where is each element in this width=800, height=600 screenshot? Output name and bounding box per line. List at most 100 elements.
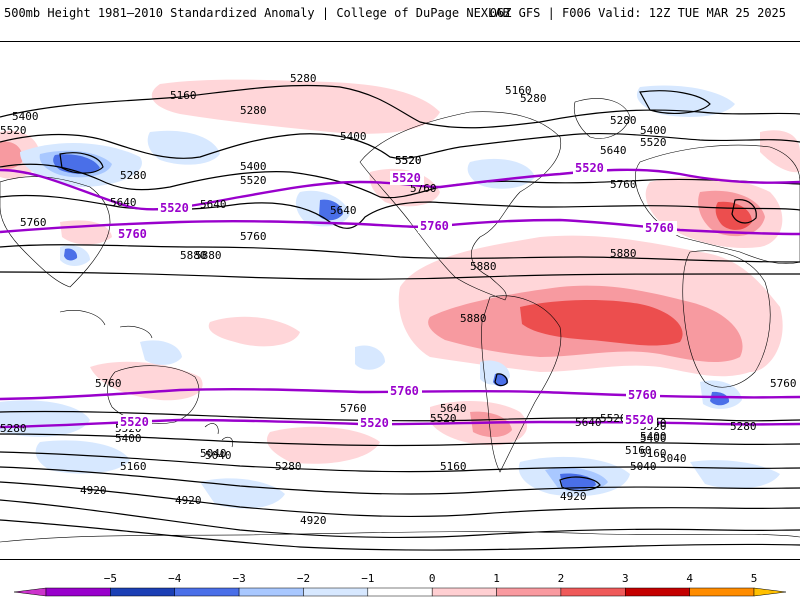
contour-label: 5400	[340, 130, 367, 143]
contour-label: 5760	[770, 377, 797, 390]
contour-label: 5160	[120, 460, 147, 473]
north-america-coast	[359, 111, 562, 301]
colorbar-tick-label: 5	[751, 572, 758, 585]
colorbar-tick-label: −1	[361, 572, 374, 585]
contour-label: 5040	[205, 449, 232, 462]
highlight-contour-label: 5520	[360, 416, 389, 430]
colorbar-tick-label: −2	[297, 572, 310, 585]
highlight-contour-label: 5520	[575, 161, 604, 175]
highlight-label-bg	[116, 227, 150, 241]
contour-label: 5760	[95, 377, 122, 390]
negative-anomaly-region	[35, 440, 130, 474]
colorbar-tick-label: −3	[232, 572, 245, 585]
highlight-contour-label: 5760	[645, 221, 674, 235]
colorbar-ticks: −5 −4 −3 −2 −1 0 1 2 3 4 5	[104, 572, 758, 585]
contour-label: 5880	[195, 249, 222, 262]
colorbar-cell	[174, 587, 240, 597]
contour-line	[639, 90, 711, 114]
contour-label: 4920	[300, 514, 327, 527]
colorbar-cell	[238, 587, 304, 597]
contour-label: 5280	[610, 114, 637, 127]
asia-west-coast	[0, 176, 111, 288]
contour-label: 5160	[440, 460, 467, 473]
highlight-label-bg	[626, 388, 660, 402]
contour-label: 5640	[575, 416, 602, 429]
contour-label: 5760	[340, 402, 367, 415]
negative-anomaly-region	[355, 345, 385, 370]
negative-anomaly-region	[140, 340, 182, 365]
contour-label: 5400	[640, 432, 667, 445]
negative-anomaly-region	[0, 400, 90, 437]
contour-label: 5280	[520, 92, 547, 105]
contour-label: 5640	[110, 196, 137, 209]
highlight-label-bg	[573, 161, 607, 175]
contour-label: 5280	[290, 72, 317, 85]
map-frame: 5280 5160 5400 5520 5280 5280 5520 5400 5280 5640…	[0, 41, 800, 560]
contour-line	[0, 499, 800, 539]
contour-line	[0, 410, 800, 422]
negative-anomaly-peak	[319, 199, 343, 221]
contour-label: 5640	[330, 204, 357, 217]
contour-line	[0, 481, 800, 518]
colorbar-extend-high	[753, 587, 787, 597]
contour-line	[0, 451, 800, 473]
colorbar-tick-label: 4	[686, 572, 693, 585]
contour-label: 5640	[440, 402, 467, 415]
colorbar-cell	[496, 587, 562, 597]
south-america-coast	[481, 295, 562, 473]
colorbar-tick-label: −4	[168, 572, 182, 585]
colorbar-cell	[625, 587, 690, 597]
africa-coast	[682, 250, 771, 388]
contour-label: 5520	[395, 154, 422, 167]
contour-label: 5880	[470, 260, 497, 273]
highlight-label-bg	[390, 171, 424, 185]
contour-line	[59, 152, 104, 174]
contour-label: 5880	[180, 249, 207, 262]
new-zealand-coast	[204, 423, 233, 448]
highlight-contour-label: 5520	[160, 201, 189, 215]
contour-label: 5400	[640, 430, 667, 443]
highlight-contour-label: 5760	[118, 227, 147, 241]
contour-label: 4920	[80, 484, 107, 497]
negative-anomaly-region	[147, 130, 220, 165]
colorbar-cells	[13, 587, 787, 597]
contour-line	[0, 163, 800, 199]
run-valid-label: 06Z GFS | F006 Valid: 12Z TUE MAR 25 202…	[489, 6, 786, 20]
colorbar-extend-low	[13, 587, 47, 597]
highlight-contour-label: 5520	[625, 413, 654, 427]
contour-line	[494, 373, 508, 387]
highlight-contour-label: 5760	[420, 219, 449, 233]
colorbar-tick-label: 3	[622, 572, 629, 585]
positive-anomaly-region	[208, 316, 300, 347]
highlight-label-bg	[158, 201, 192, 215]
highlight-label-bg	[643, 221, 677, 235]
contour-label: 5400	[240, 160, 267, 173]
contour-label: 5520	[640, 136, 667, 149]
colorbar-tick-label: −5	[104, 572, 117, 585]
antarctica-coast	[0, 531, 800, 543]
colorbar-cell	[689, 587, 755, 597]
highlight-label-bg	[623, 413, 657, 427]
contour-line	[0, 271, 800, 280]
positive-anomaly-core	[470, 411, 512, 438]
highlight-label-bg	[358, 416, 392, 430]
indonesia-coast	[59, 310, 153, 339]
negative-anomaly-peak	[64, 248, 78, 261]
contour-label: 5760	[610, 178, 637, 191]
contour-label: 5640	[200, 198, 227, 211]
contour-label: 5040	[630, 460, 657, 473]
negative-anomaly-peak	[710, 391, 730, 406]
highlight-label-bg	[418, 219, 452, 233]
contour-label: 5160	[505, 84, 532, 97]
contour-label: 5280	[275, 460, 302, 473]
contour-label: 5520	[600, 412, 627, 425]
contour-line	[731, 199, 757, 224]
colorbar: −5 −4 −3 −2 −1 0 1 2 3 4 5	[0, 560, 800, 600]
highlight-label-bg	[118, 415, 152, 429]
highlight-contour-label: 5520	[392, 171, 421, 185]
chart-title: 500mb Height 1981–2010 Standardized Anom…	[4, 6, 510, 20]
highlight-label-bg	[388, 384, 422, 398]
contour-label: 5520	[395, 154, 422, 167]
contour-label: 4920	[560, 490, 587, 503]
